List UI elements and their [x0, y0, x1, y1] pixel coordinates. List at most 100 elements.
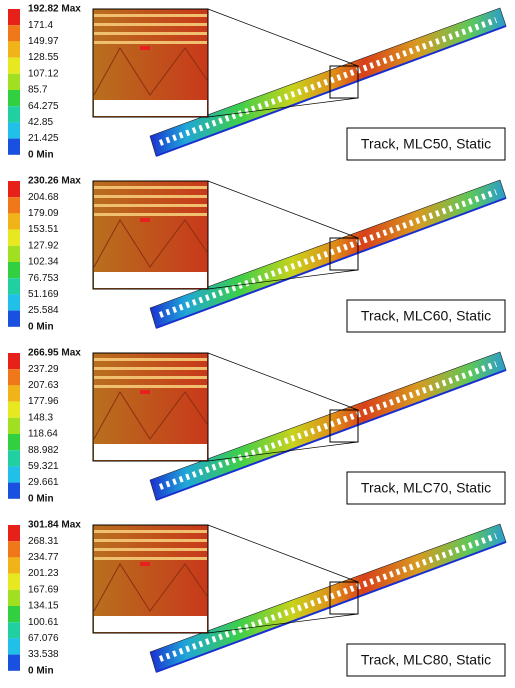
legend-band: [8, 139, 20, 155]
caption: Track, MLC50, Static: [361, 136, 491, 152]
legend-band: [8, 541, 20, 557]
legend-label: 42.85: [28, 117, 53, 128]
legend-band: [8, 278, 20, 294]
legend-label: 102.34: [28, 257, 59, 268]
connector: [208, 353, 358, 410]
legend-label: 107.12: [28, 68, 59, 79]
legend-band: [8, 106, 20, 122]
legend-band: [8, 483, 20, 499]
legend-band: [8, 606, 20, 622]
legend-label: 171.4: [28, 20, 53, 31]
caption: Track, MLC70, Static: [361, 480, 491, 496]
legend-band: [8, 9, 20, 25]
legend-label: 59.321: [28, 461, 59, 472]
legend-label: 266.95 Max: [28, 348, 81, 359]
zoom-rib: [94, 385, 207, 388]
legend-band: [8, 418, 20, 434]
legend-label: 204.68: [28, 192, 59, 203]
legend-band: [8, 311, 20, 327]
legend-label: 64.275: [28, 101, 59, 112]
legend-label: 192.82 Max: [28, 4, 81, 15]
panel: 230.26 Max204.68179.09153.51127.92102.34…: [8, 176, 506, 333]
legend-band: [8, 557, 20, 573]
legend-label: 134.15: [28, 601, 59, 612]
zoom-rib: [94, 195, 207, 198]
legend-label: 237.29: [28, 364, 59, 375]
panel: 192.82 Max 171.4 149.97 128.55 107.12 85.7 64.…: [8, 4, 506, 161]
legend-label: 88.982: [28, 445, 59, 456]
legend-label: 25.584: [28, 305, 59, 316]
legend-band: [8, 402, 20, 418]
legend-band: [8, 230, 20, 246]
legend-band: [8, 450, 20, 466]
legend-label: 149.97: [28, 36, 59, 47]
legend-label: 0 Min: [28, 665, 54, 676]
caption: Track, MLC60, Static: [361, 308, 491, 324]
connector: [208, 525, 358, 582]
legend-band: [8, 638, 20, 654]
zoom-white: [94, 272, 207, 288]
legend-band: [8, 74, 20, 90]
legend-label: 67.076: [28, 633, 59, 644]
connector: [208, 181, 358, 238]
legend-label: 234.77: [28, 552, 59, 563]
legend-label: 100.61: [28, 617, 59, 628]
legend-label: 148.3: [28, 412, 53, 423]
zoom-rib: [94, 358, 207, 361]
legend-label: 76.753: [28, 273, 59, 284]
zoom-white: [94, 100, 207, 116]
zoom-rib: [94, 539, 207, 542]
legend-band: [8, 294, 20, 310]
zoom-max-tag: [140, 218, 150, 222]
legend-label: 268.31: [28, 536, 59, 547]
legend-label: 127.92: [28, 240, 59, 251]
caption: Track, MLC80, Static: [361, 652, 491, 668]
legend-label: 33.538: [28, 649, 59, 660]
legend-band: [8, 41, 20, 57]
legend-label: 21.425: [28, 133, 59, 144]
zoom-rib: [94, 32, 207, 35]
zoom-max-tag: [140, 562, 150, 566]
legend-label: 118.64: [28, 429, 58, 440]
legend-band: [8, 353, 20, 369]
zoom-max-tag: [140, 46, 150, 50]
legend-band: [8, 574, 20, 590]
legend-label: 207.63: [28, 380, 59, 391]
zoom-rib: [94, 557, 207, 560]
zoom-rib: [94, 204, 207, 207]
legend-label: 0 Min: [28, 493, 54, 504]
legend-band: [8, 369, 20, 385]
zoom-rib: [94, 23, 207, 26]
legend-label: 201.23: [28, 568, 59, 579]
legend-band: [8, 122, 20, 138]
legend-band: [8, 466, 20, 482]
legend-band: [8, 25, 20, 41]
legend-label: 153.51: [28, 224, 59, 235]
legend-label: 85.7: [28, 85, 48, 96]
zoom-white: [94, 444, 207, 460]
panel: 266.95 Max 237.29 207.63 177.96 148.3 118.64 8…: [8, 348, 506, 505]
zoom-rib: [94, 41, 207, 44]
panel: 301.84 Max268.31234.77201.23167.69134.15…: [8, 520, 506, 677]
zoom-rib: [94, 376, 207, 379]
zoom-rib: [94, 213, 207, 216]
legend-band: [8, 385, 20, 401]
zoom-rib: [94, 14, 207, 17]
legend-label: 29.661: [28, 477, 59, 488]
legend-band: [8, 525, 20, 541]
zoom-rib: [94, 530, 207, 533]
legend-label: 177.96: [28, 396, 59, 407]
legend-band: [8, 434, 20, 450]
figure: 192.82 Max 171.4 149.97 128.55 107.12 85.7 64.…: [0, 0, 515, 688]
legend-band: [8, 590, 20, 606]
zoom-rib: [94, 186, 207, 189]
zoom-rib: [94, 367, 207, 370]
legend-label: 51.169: [28, 289, 59, 300]
legend-label: 179.09: [28, 208, 59, 219]
legend-band: [8, 181, 20, 197]
legend-band: [8, 58, 20, 74]
legend-band: [8, 213, 20, 229]
legend-band: [8, 655, 20, 671]
legend-label: 301.84 Max: [28, 520, 81, 531]
legend-label: 128.55: [28, 52, 59, 63]
